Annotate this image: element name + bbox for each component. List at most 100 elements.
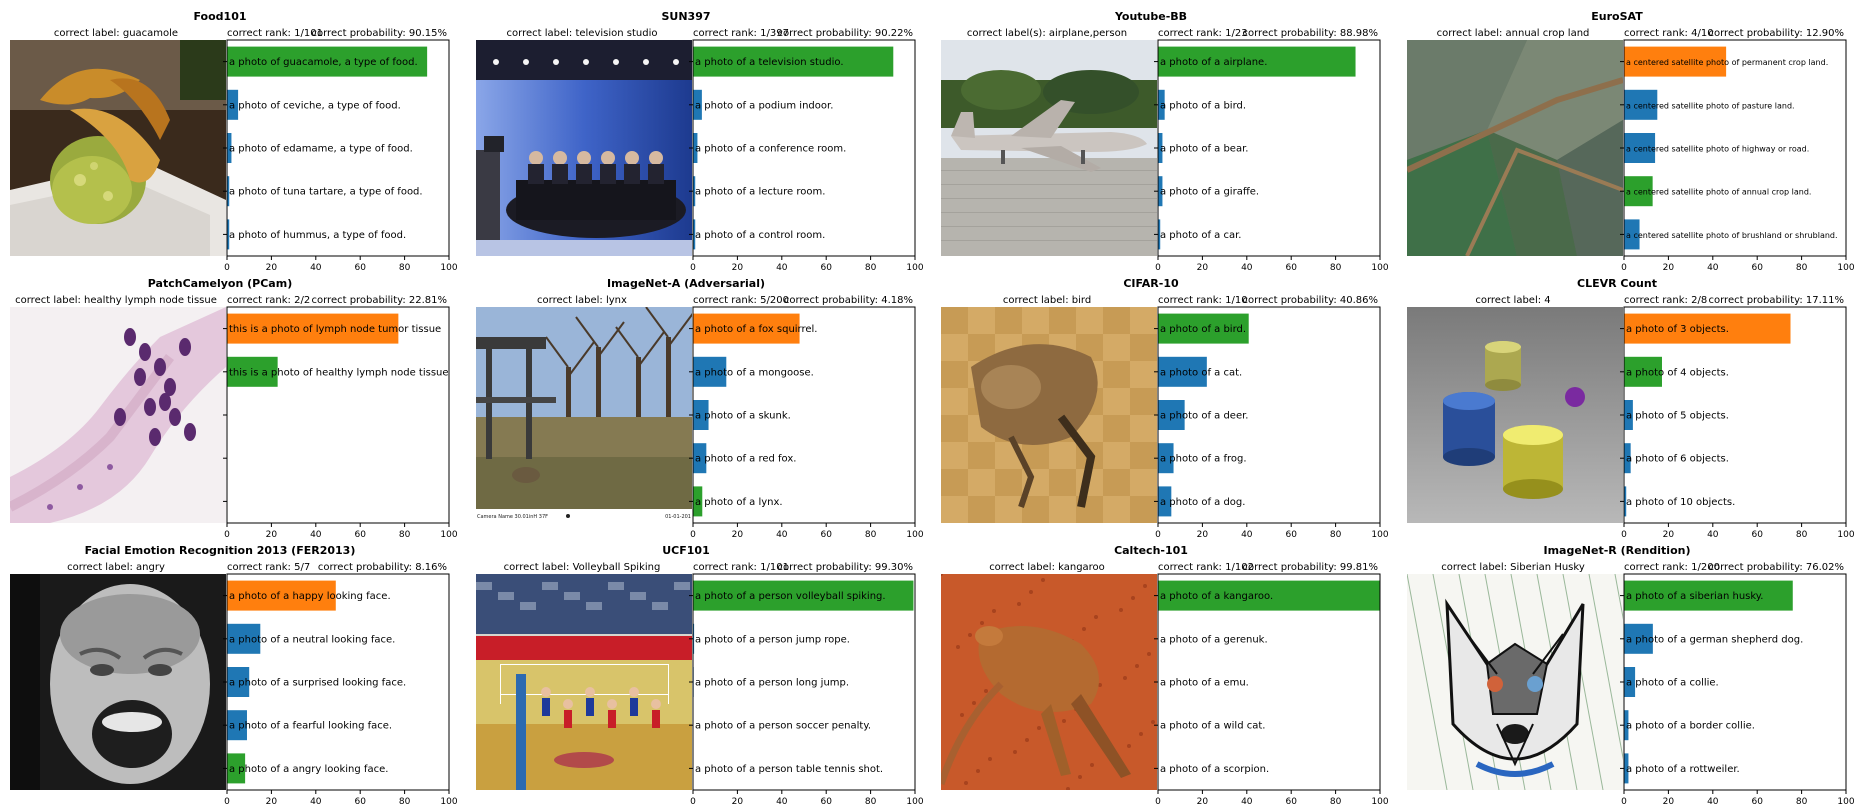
- bar: [693, 133, 698, 163]
- bar: [1158, 133, 1163, 163]
- bar: [693, 356, 727, 387]
- bar: [1624, 400, 1633, 430]
- bar: [227, 313, 399, 344]
- bar: [1624, 710, 1629, 741]
- bar-label: a centered satellite photo of highway or…: [1626, 145, 1809, 154]
- bar-label: a photo of a happy looking face.: [229, 591, 391, 602]
- x-tick-label: 80: [1330, 797, 1342, 807]
- bar-label: a photo of a fearful looking face.: [229, 721, 392, 732]
- correct-probability: correct probability: 22.81%: [311, 295, 448, 306]
- bar: [1624, 313, 1791, 344]
- bar-label: a photo of a red fox.: [695, 454, 796, 465]
- airplane-photo-image: [941, 40, 1157, 256]
- x-tick-label: 80: [865, 797, 877, 807]
- x-tick-label: 20: [732, 263, 744, 273]
- bar: [227, 219, 230, 250]
- bar-label: a centered satellite photo of annual cro…: [1626, 188, 1811, 197]
- bar-label: a photo of a control room.: [695, 230, 825, 241]
- bar: [227, 753, 246, 784]
- x-tick-label: 60: [1285, 530, 1297, 540]
- bar-label: a photo of 5 objects.: [1626, 411, 1729, 422]
- bar: [1624, 443, 1631, 474]
- x-tick-label: 20: [266, 530, 278, 540]
- x-tick-label: 40: [1241, 530, 1253, 540]
- x-tick-label: 20: [732, 797, 744, 807]
- bar: [1158, 443, 1174, 474]
- x-tick-label: 100: [1837, 263, 1854, 273]
- x-tick-label: 20: [1197, 797, 1209, 807]
- correct-probability: correct probability: 17.11%: [1708, 295, 1845, 306]
- correct-label: correct label: kangaroo: [989, 562, 1105, 573]
- bar: [1624, 580, 1793, 611]
- panel-title: UCF101: [662, 544, 710, 557]
- correct-label: correct label: 4: [1475, 295, 1551, 306]
- bar-label: a photo of a border collie.: [1626, 721, 1755, 732]
- x-tick-label: 0: [1621, 263, 1627, 273]
- bar-label: a centered satellite photo of brushland …: [1626, 231, 1838, 240]
- x-tick-label: 80: [1796, 797, 1808, 807]
- bar-label: a photo of a person volleyball spiking.: [695, 591, 886, 602]
- panel-title: Food101: [193, 10, 247, 23]
- bar-chart: a photo of a airplane. a photo of a bird.…: [1154, 39, 1389, 273]
- panel: SUN397 correct label: television studio co…: [466, 0, 926, 273]
- panel-title: Facial Emotion Recognition 2013 (FER2013…: [84, 544, 356, 557]
- x-tick-label: 40: [310, 263, 322, 273]
- correct-probability: correct probability: 40.86%: [1242, 295, 1379, 306]
- bar: [1158, 176, 1163, 207]
- bar-label: this is a photo of healthy lymph node ti…: [229, 367, 449, 378]
- bar-label: this is a photo of lymph node tumor tiss…: [229, 324, 441, 335]
- plot-frame: [226, 306, 450, 524]
- panel-title: SUN397: [661, 10, 711, 23]
- panel-title: PatchCamelyon (PCam): [147, 277, 293, 290]
- panel: CLEVR Count correct label: 4 correct rank:…: [1397, 267, 1857, 540]
- bar-label: a photo of a bear.: [1160, 144, 1248, 155]
- bar-label: a photo of a television studio.: [695, 57, 844, 68]
- correct-rank: correct rank: 1/10: [1158, 295, 1248, 306]
- bar-label: a photo of edamame, a type of food.: [229, 144, 413, 155]
- bar-label: a photo of 4 objects.: [1626, 367, 1729, 378]
- bar-label: a photo of a scorpion.: [1160, 764, 1269, 775]
- bar-label: a photo of a rottweiler.: [1626, 764, 1740, 775]
- bar: [227, 89, 239, 120]
- bar-chart: a centered satellite photo of permanent …: [1620, 39, 1855, 273]
- bar: [227, 667, 250, 697]
- bar-label: a photo of a lynx.: [695, 497, 783, 508]
- plot-frame: [1623, 573, 1847, 791]
- bar-chart: a photo of a person volleyball spiking. a…: [689, 573, 924, 807]
- bar: [693, 176, 696, 207]
- x-tick-label: 80: [399, 263, 411, 273]
- x-tick-label: 40: [1707, 797, 1719, 807]
- x-tick-label: 0: [1621, 797, 1627, 807]
- x-tick-label: 100: [1371, 797, 1388, 807]
- panel-title: Youtube-BB: [1114, 10, 1188, 23]
- bar: [227, 46, 428, 77]
- x-tick-label: 80: [1796, 530, 1808, 540]
- x-tick-label: 60: [820, 530, 832, 540]
- bar: [1624, 356, 1662, 387]
- x-tick-label: 80: [865, 263, 877, 273]
- panel-title: ImageNet-A (Adversarial): [606, 277, 765, 290]
- x-tick-label: 0: [690, 530, 696, 540]
- bar: [1624, 89, 1658, 120]
- x-tick-label: 40: [310, 797, 322, 807]
- bar: [693, 623, 695, 654]
- bar-chart: a photo of a siberian husky. a photo of a…: [1620, 573, 1855, 807]
- plot-frame: [1157, 306, 1381, 524]
- panel: ImageNet-R (Rendition) correct label: Sib…: [1397, 534, 1857, 807]
- correct-rank: correct rank: 2/8: [1624, 295, 1708, 306]
- bird-lowres-photo-image: [941, 307, 1157, 523]
- x-tick-label: 40: [776, 530, 788, 540]
- bar: [227, 710, 247, 741]
- x-tick-label: 100: [440, 797, 457, 807]
- x-tick-label: 80: [1330, 530, 1342, 540]
- x-tick-label: 20: [1197, 263, 1209, 273]
- bar-label: a photo of guacamole, a type of food.: [229, 57, 418, 68]
- bar-label: a photo of a collie.: [1626, 678, 1719, 689]
- bar: [1624, 219, 1640, 250]
- bar-chart: a photo of a happy looking face. a photo …: [223, 573, 458, 807]
- bar: [1158, 89, 1165, 120]
- guacamole-photo-image: [10, 40, 226, 256]
- bar-label: a photo of a cat.: [1160, 367, 1242, 378]
- clevr-render-image: [1407, 307, 1623, 523]
